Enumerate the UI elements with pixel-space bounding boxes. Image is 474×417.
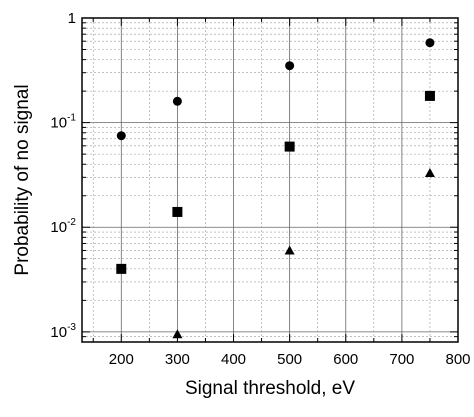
- x-tick-label: 500: [277, 351, 302, 368]
- square-marker: [284, 141, 295, 152]
- square-marker: [116, 263, 127, 274]
- x-axis-title: Signal threshold, eV: [185, 378, 355, 399]
- y-tick-label: 10-1: [50, 113, 76, 132]
- y-tick-label: 10-2: [50, 217, 76, 236]
- x-tick-label: 400: [221, 351, 246, 368]
- y-tick-label: 1: [68, 10, 76, 27]
- circle-marker: [285, 61, 295, 71]
- square-marker: [172, 206, 183, 217]
- grid-lines: [82, 17, 459, 343]
- x-tick-label: 800: [445, 351, 470, 368]
- y-tick-labels: 10-3 10-2 10-1 1: [50, 10, 76, 341]
- x-tick-label: 200: [109, 351, 134, 368]
- data-points: [116, 38, 435, 339]
- square-marker: [424, 90, 435, 101]
- triangle-marker: [284, 245, 295, 255]
- circle-marker: [425, 38, 435, 48]
- x-tick-label: 600: [333, 351, 358, 368]
- circle-marker: [172, 96, 182, 106]
- triangle-marker: [424, 167, 435, 177]
- y-axis-title: Probability of no signal: [12, 84, 33, 275]
- y-tick-label: 10-3: [50, 322, 76, 341]
- plot-frame: [81, 17, 459, 343]
- x-tick-labels: 200 300 400 500 600 700 800: [109, 351, 471, 368]
- triangle-marker: [172, 329, 183, 339]
- x-tick-label: 700: [389, 351, 414, 368]
- x-tick-label: 300: [165, 351, 190, 368]
- circle-marker: [116, 131, 126, 141]
